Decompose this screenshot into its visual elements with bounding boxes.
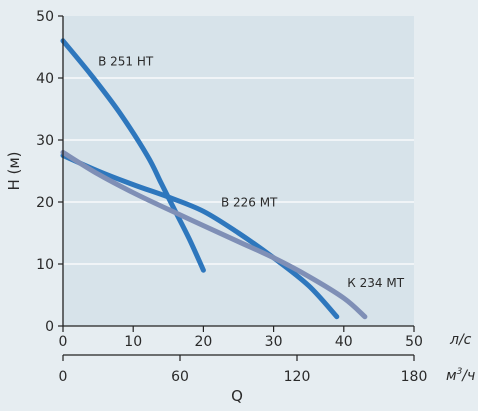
x2-tick-label: 0 — [59, 369, 68, 385]
series-label-k234mt: К 234 МТ — [347, 276, 404, 290]
x-tick-label: 40 — [335, 334, 353, 350]
series-curve-b226mt — [60, 153, 340, 320]
series-curve-k234mt — [60, 149, 368, 320]
y-axis-title: H (м) — [5, 151, 23, 190]
grid-lines — [63, 77, 414, 265]
x-tick-label: 50 — [405, 334, 423, 350]
x2-tick-label: 120 — [284, 369, 311, 385]
x-tick-label: 30 — [265, 334, 283, 350]
x-tick-label: 20 — [194, 334, 212, 350]
x2-tick-label: 180 — [401, 369, 428, 385]
series-label-b251nt: В 251 НТ — [98, 55, 154, 69]
y-tick-label: 20 — [36, 195, 54, 211]
series-labels: В 251 НТ В 226 МТ К 234 МТ — [98, 55, 405, 290]
x-axis-title: Q — [231, 387, 243, 405]
series-label-b226mt: В 226 МТ — [221, 195, 278, 209]
y-tick-label: 40 — [36, 71, 54, 87]
x-unit-top-label: л/с — [449, 332, 472, 348]
x-tick-label: 10 — [124, 334, 142, 350]
x-unit-bottom-label: м3/ч — [446, 367, 475, 384]
y-tick-label: 50 — [36, 9, 54, 25]
y-tick-label: 0 — [45, 319, 54, 335]
plot-area — [63, 16, 414, 326]
y-tick-label: 30 — [36, 133, 54, 149]
x-tick-label: 0 — [59, 334, 68, 350]
tick-labels: 0 10 20 30 40 50 0 10 20 30 40 50 0 60 120 180 — [36, 9, 427, 385]
series-curve-b251nt — [60, 38, 206, 273]
x2-tick-label: 60 — [171, 369, 189, 385]
y-tick-label: 10 — [36, 257, 54, 273]
series-curves — [60, 38, 368, 320]
